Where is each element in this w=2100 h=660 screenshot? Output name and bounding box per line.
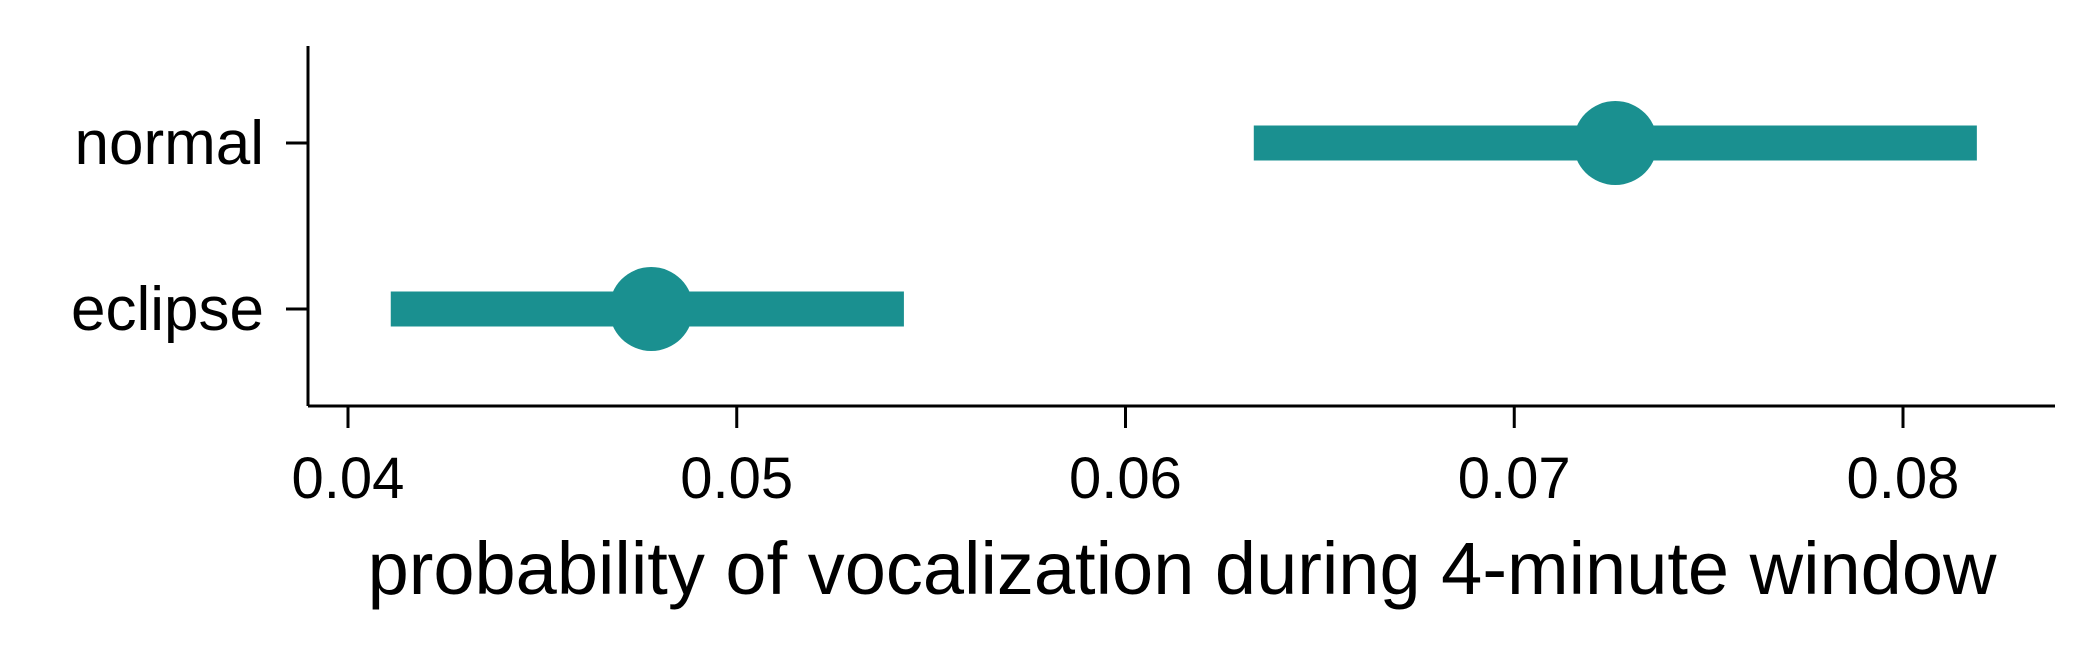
point-normal — [1573, 101, 1658, 185]
x-tick-label: 0.07 — [1458, 446, 1571, 511]
marks — [390, 101, 1977, 351]
x-tick-label: 0.08 — [1847, 446, 1960, 511]
x-tick-label: 0.06 — [1069, 446, 1182, 511]
x-tick-label: 0.04 — [292, 446, 405, 511]
y-ticks: normal eclipse — [71, 109, 308, 344]
x-axis-title: probability of vocalization during 4-min… — [368, 527, 1997, 610]
axes — [306, 46, 2055, 408]
x-tick-label: 0.05 — [680, 446, 793, 511]
point-eclipse — [609, 267, 694, 351]
x-ticks: 0.04 0.05 0.06 0.07 0.08 — [292, 406, 1960, 511]
category-label-normal: normal — [74, 109, 264, 178]
category-label-eclipse: eclipse — [71, 275, 264, 344]
